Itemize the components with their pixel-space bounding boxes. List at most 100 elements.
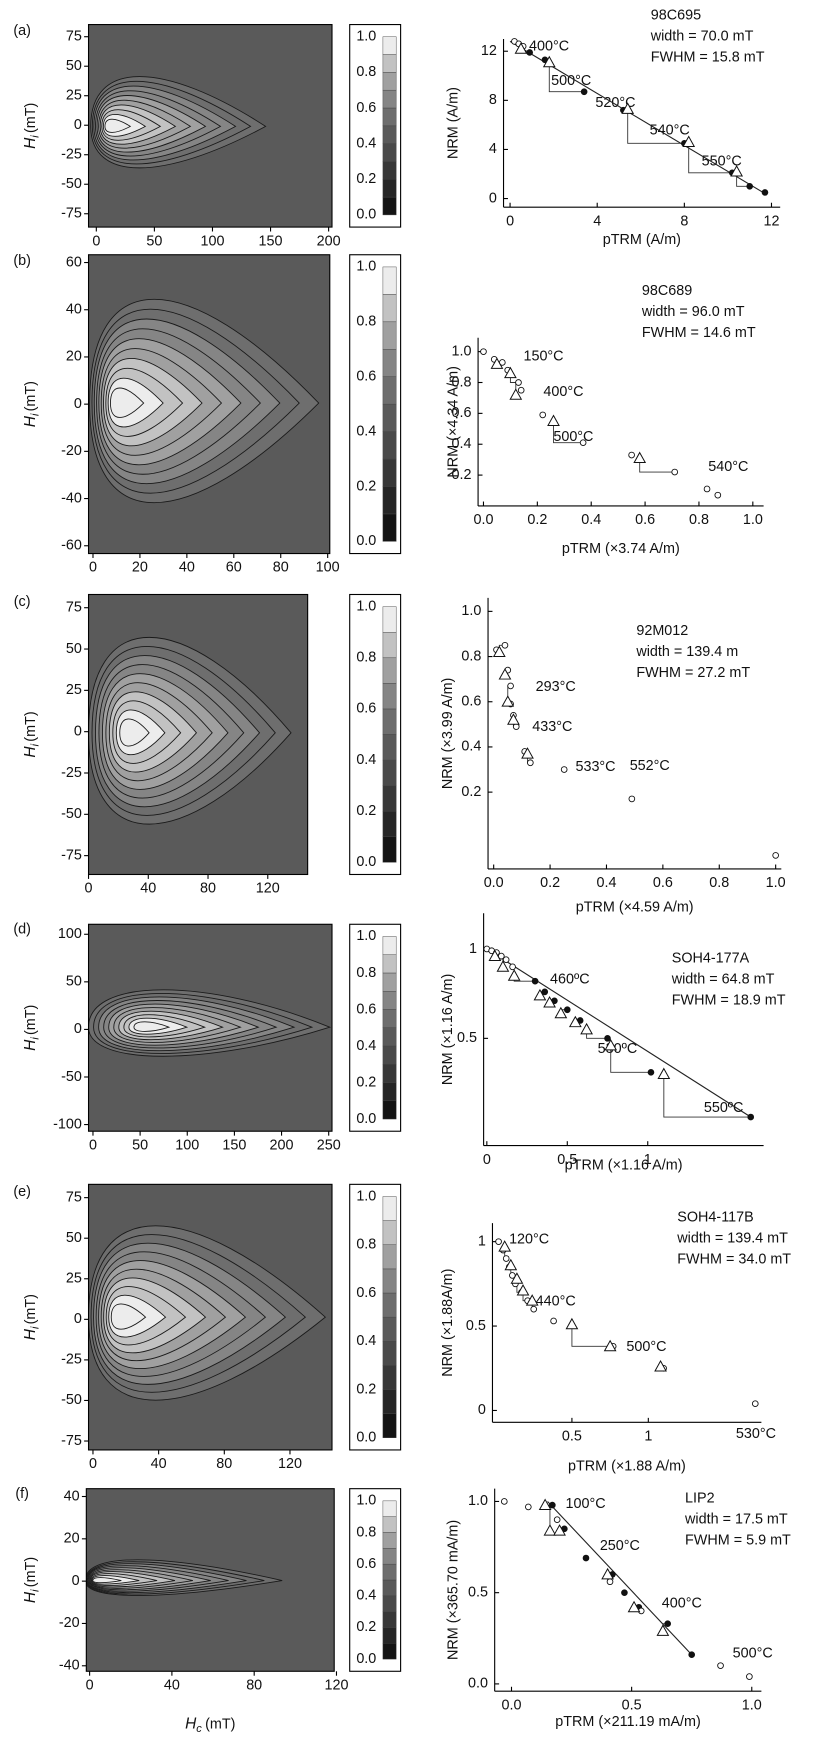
x-tick-label: 0.4 <box>596 875 616 891</box>
temperature-label: 100°C <box>566 1496 606 1512</box>
contours <box>88 989 332 1057</box>
ptrm-check <box>627 1600 641 1613</box>
ptrm-check <box>507 969 521 981</box>
sample-info: width = 64.8 mT <box>671 971 775 987</box>
nrm-ptrm-open-point <box>509 963 516 971</box>
ptrm-check <box>654 1360 667 1372</box>
colorbar-tick-label: 0.2 <box>356 1619 376 1635</box>
label-unit: (mT) <box>205 1716 235 1732</box>
fit-line <box>486 948 752 1118</box>
y-axis-label: NRM (×3.99 A/m) <box>440 678 456 789</box>
x-tick-label: 0 <box>92 233 100 249</box>
x-tick-label: 0 <box>89 1137 97 1153</box>
colorbar-band <box>382 266 397 295</box>
sample-info: LIP2 <box>685 1490 715 1506</box>
x-tick-label: 0.0 <box>502 1697 522 1713</box>
sample-info: 98C695 <box>651 8 701 24</box>
y-axis-label: NRM (×1.88A/m) <box>440 1269 456 1377</box>
contour-level <box>104 118 132 133</box>
ptrm-check <box>504 1258 518 1271</box>
colorbar-tick-label: 1.0 <box>356 1188 376 1204</box>
colorbar-tick-label: 0.8 <box>356 650 376 666</box>
colorbar-tick-label: 1.0 <box>356 259 376 275</box>
x-tick-label: 0 <box>86 1677 94 1693</box>
nrm-ptrm-open-point <box>524 1503 532 1511</box>
check-step-line <box>571 1324 614 1347</box>
colorbar-band <box>382 1365 397 1390</box>
y-tick-label: 75 <box>66 29 82 45</box>
y-tick-label: 25 <box>66 1271 82 1287</box>
x-tick-label: 1 <box>644 1152 652 1168</box>
label-symbol: H <box>22 746 39 758</box>
y-tick-label: -25 <box>61 147 82 163</box>
y-axis-label: Hi (mT) <box>22 103 41 149</box>
sample-info: FWHM = 34.0 mT <box>677 1251 791 1267</box>
temperature-label: 550°C <box>702 154 742 170</box>
x-tick-label: 50 <box>132 1137 148 1153</box>
y-tick-label: 1.0 <box>468 1493 488 1509</box>
colorbar-tick-label: 0.0 <box>356 854 376 870</box>
colorbar-band <box>382 836 397 863</box>
y-tick-label: 0 <box>489 190 497 206</box>
nrm-ptrm-point <box>647 1068 655 1076</box>
colorbar-band <box>382 1548 397 1565</box>
contours <box>90 76 267 169</box>
colorbar-tick-label: 0.6 <box>356 1001 376 1017</box>
nrm-ptrm-open-point <box>772 852 779 859</box>
nrm-ptrm-open-point <box>527 759 534 767</box>
y-tick-label: 60 <box>66 254 82 270</box>
y-axis-label: Hi (mT) <box>22 1005 41 1051</box>
nrm-ptrm-open-point <box>507 682 514 690</box>
ptrm-check <box>498 668 512 680</box>
colorbar-band <box>382 1064 397 1083</box>
y-tick-label: 0.8 <box>461 648 481 664</box>
colorbar-band <box>382 991 397 1010</box>
colorbar-tick-label: 0.4 <box>356 135 376 151</box>
x-tick-label: 200 <box>270 1137 294 1153</box>
x-tick-label: 1 <box>644 1428 652 1444</box>
colorbar-tick-label: 1.0 <box>356 29 376 45</box>
label-subscript: i <box>29 743 41 746</box>
x-tick-label: 0.5 <box>622 1697 642 1713</box>
colorbar-tick-label: 0.4 <box>356 1588 376 1604</box>
ptrm-check <box>682 135 696 148</box>
colorbar-band <box>382 1611 397 1628</box>
plot-frame <box>87 593 309 876</box>
x-tick-label: 0.8 <box>689 512 709 528</box>
x-tick-label: 0.8 <box>709 875 729 891</box>
y-axis-label: Hi (mT) <box>22 711 41 757</box>
colorbar-tick-label: 0.0 <box>356 207 376 223</box>
colorbar-band <box>382 403 397 432</box>
sample-info: FWHM = 5.9 mT <box>685 1532 791 1548</box>
colorbar-band <box>382 1595 397 1612</box>
x-tick-label: 40 <box>179 560 195 576</box>
y-tick-label: -75 <box>61 206 82 222</box>
colorbar-band <box>382 1196 397 1221</box>
nrm-ptrm-open-point <box>502 956 510 964</box>
y-tick-label: -50 <box>61 1392 82 1408</box>
temperature-label: 550ºC <box>704 1100 744 1116</box>
y-tick-label: 0.5 <box>466 1318 486 1334</box>
nrm-ptrm-point <box>541 988 549 996</box>
colorbar-band <box>382 107 397 127</box>
y-axis-label: Hi (mT) <box>22 381 41 427</box>
ptrm-check <box>656 1624 670 1636</box>
x-tick-label: 80 <box>246 1677 262 1693</box>
colorbar-band <box>382 161 397 180</box>
nrm-ptrm-open-point <box>717 1662 724 1669</box>
check-step-line <box>688 142 733 174</box>
nrm-ptrm-open-point <box>628 451 635 459</box>
colorbar-band <box>382 1220 397 1245</box>
sample-info: width = 17.5 mT <box>684 1511 788 1527</box>
y-tick-label: 75 <box>66 600 82 616</box>
colorbar-band <box>382 143 397 162</box>
y-axis-label: NRM (×1.16 A/m) <box>440 974 456 1085</box>
x-tick-label: 0 <box>89 1456 97 1472</box>
ptrm-check <box>516 1284 530 1296</box>
y-tick-label: 0 <box>74 1311 82 1327</box>
colorbar-band <box>382 1009 397 1028</box>
y-tick-label: 0.2 <box>451 467 471 483</box>
colorbar-band <box>382 1100 397 1120</box>
x-tick-label: 4 <box>593 213 601 229</box>
colorbar-band <box>382 1532 397 1549</box>
